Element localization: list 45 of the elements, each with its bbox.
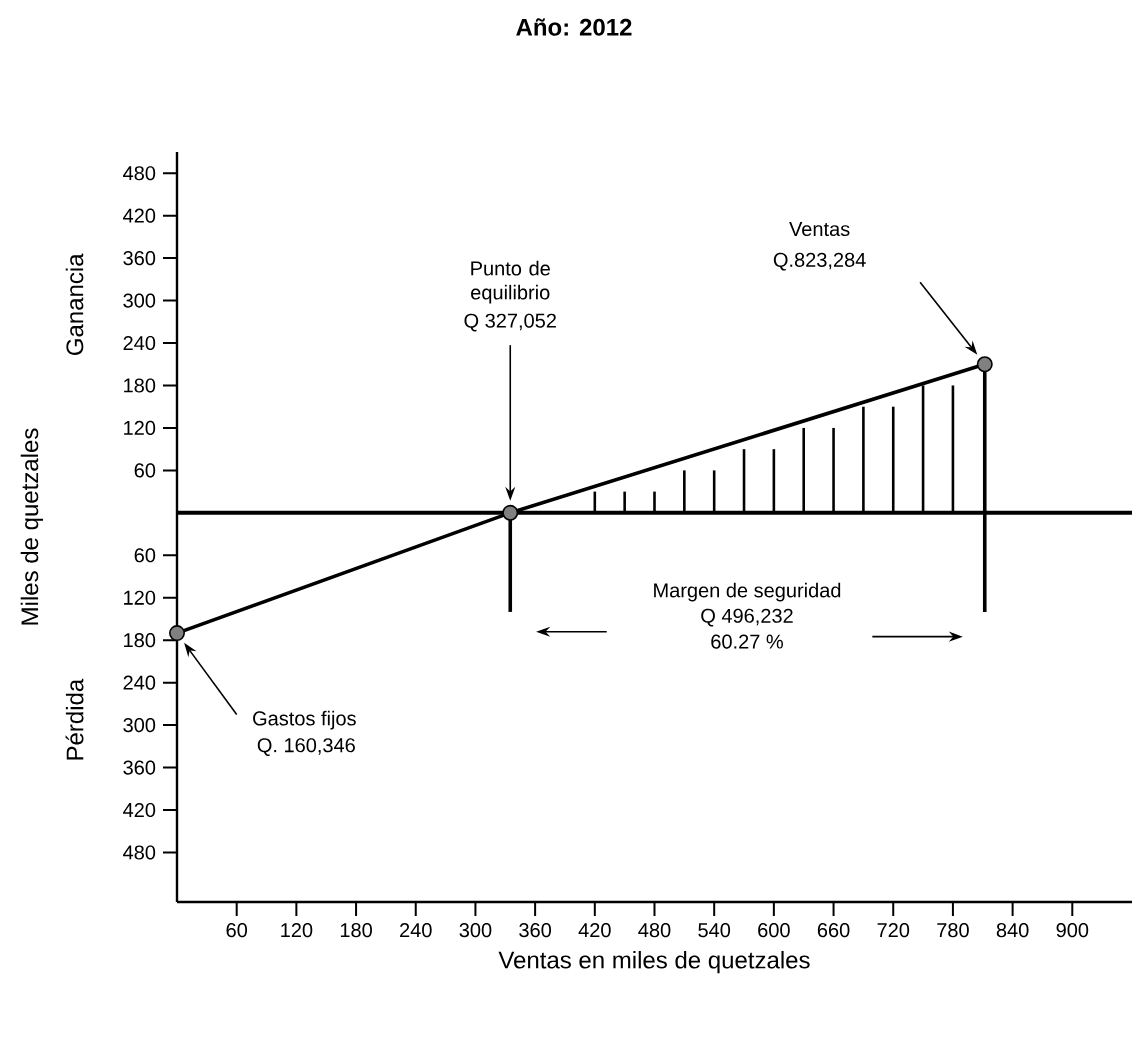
x-tick-label: 300 [459,923,492,938]
annotation: Q. 160,346 [257,738,355,756]
x-tick-label: 540 [698,923,731,938]
x-tick-label: 720 [877,923,910,938]
x-tick-label: 600 [758,923,790,938]
y-tick-label: 180 [124,633,156,648]
y-tick-label: 240 [123,335,156,351]
y-tick-label: 180 [124,378,156,393]
y-tick-label: 120 [124,590,156,605]
x-tick-label: 840 [996,923,1029,938]
annotation: Q 327,052 [464,313,556,332]
annotation: Q 496,232 [701,608,793,627]
y-tick-label: 60 [134,463,156,478]
y-tick-label: 360 [123,251,156,266]
annotation: 60.27 % [711,634,783,649]
x-tick-label: 60 [226,923,248,938]
x-tick-label: 480 [638,923,671,938]
y-tick-label: 420 [123,208,156,223]
y-tick-label: 360 [123,760,156,775]
x-axis-title: Ventas en miles de quetzales [498,950,810,974]
text: Pérdida [65,678,84,760]
y-tick-label: 60 [134,548,156,563]
y-tick-label: 120 [124,420,156,436]
y-tick-label: 480 [123,845,156,860]
annotation: Ventas [789,222,850,237]
x-tick-label: 780 [937,923,969,938]
y-tick-label: 300 [123,293,156,308]
chart-title: Año: 2012 [516,18,632,36]
x-tick-label: 420 [578,923,611,938]
x-tick-label: 360 [519,923,552,938]
x-tick-label: 180 [340,923,372,938]
y-tick-label: 300 [123,718,156,733]
y-axis-title: Miles de quetzales [20,428,44,625]
annotation: Gastos fijos [253,710,356,730]
x-tick-label: 120 [281,923,313,938]
x-tick-label: 660 [817,923,850,938]
text: Ganancia [65,253,84,355]
annotation: Margen de seguridad [654,582,841,602]
x-tick-label: 240 [400,923,432,938]
y-tick-label: 480 [123,166,156,181]
annotation: Q.823,284 [773,252,866,271]
annotation: Punto de equilibrio [471,260,550,304]
y-tick-label: 240 [123,675,156,690]
y-tick-label: 420 [123,802,156,818]
x-tick-label: 900 [1056,923,1089,938]
